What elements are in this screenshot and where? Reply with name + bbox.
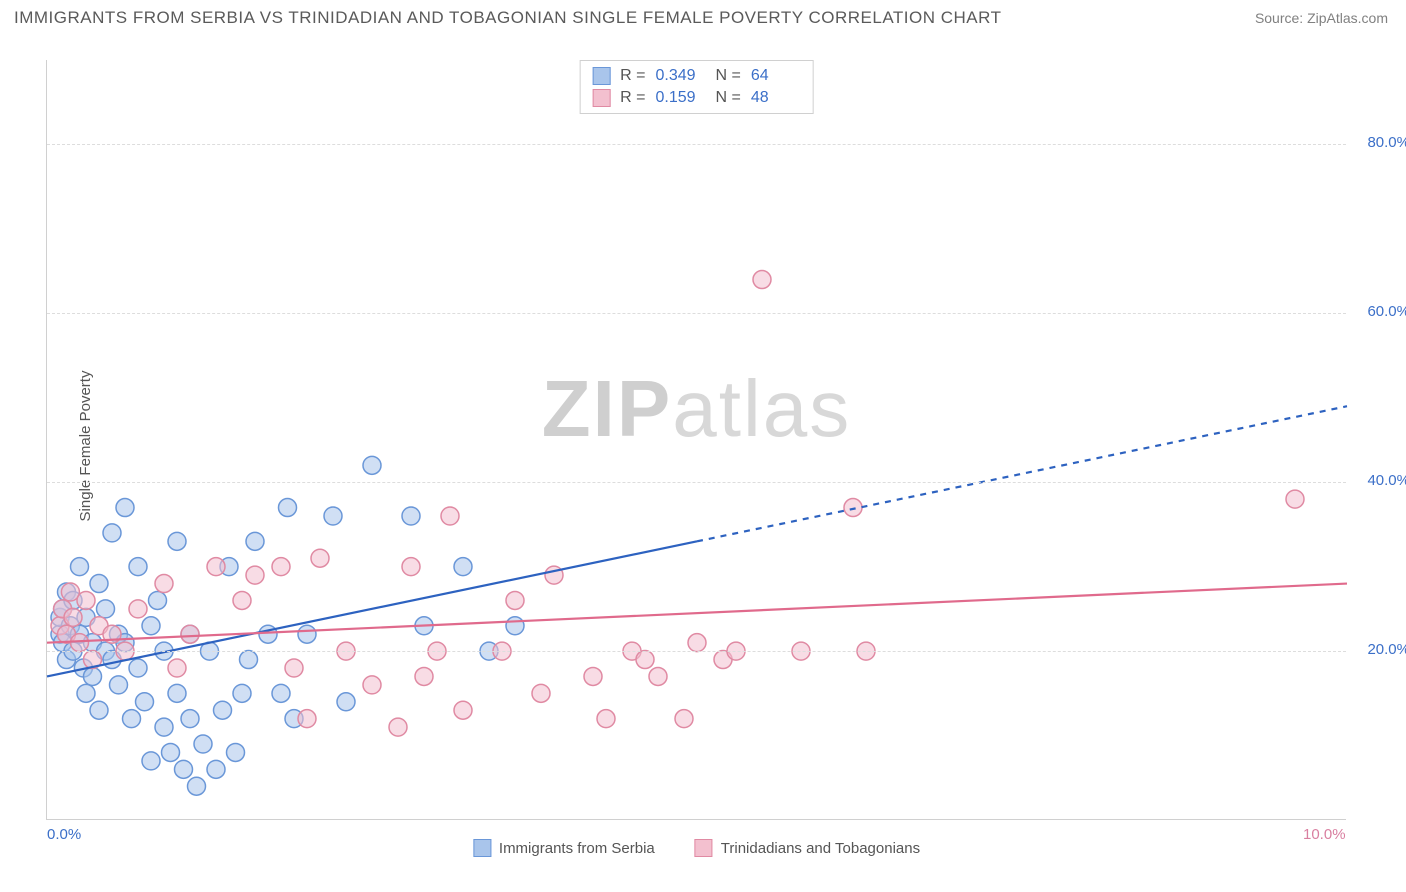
ytick-label: 40.0% [1367,472,1406,489]
gridline [47,313,1346,314]
legend-item-serbia: Immigrants from Serbia [473,839,655,857]
stats-swatch [592,67,610,85]
n-value: 48 [751,89,801,107]
bottom-legend: Immigrants from Serbia Trinidadians and … [473,839,920,857]
n-label: N = [716,67,741,85]
ytick-label: 20.0% [1367,641,1406,658]
r-value: 0.159 [656,89,706,107]
gridline [47,651,1346,652]
stats-legend: R = 0.349 N = 64 R = 0.159 N = 48 [579,60,814,114]
swatch-serbia [473,839,491,857]
xtick-label: 0.0% [47,826,81,843]
ytick-label: 60.0% [1367,303,1406,320]
legend-label-serbia: Immigrants from Serbia [499,840,655,857]
r-label: R = [620,67,645,85]
xtick-label: 10.0% [1303,826,1346,843]
swatch-trinidad [695,839,713,857]
stats-row: R = 0.349 N = 64 [592,65,801,87]
chart-title: IMMIGRANTS FROM SERBIA VS TRINIDADIAN AN… [14,8,1001,28]
gridline [47,144,1346,145]
stats-row: R = 0.159 N = 48 [592,87,801,109]
legend-label-trinidad: Trinidadians and Tobagonians [721,840,920,857]
r-label: R = [620,89,645,107]
source-label: Source: ZipAtlas.com [1255,10,1388,26]
stats-swatch [592,89,610,107]
n-label: N = [716,89,741,107]
legend-item-trinidad: Trinidadians and Tobagonians [695,839,920,857]
r-value: 0.349 [656,67,706,85]
chart-svg [47,60,1346,819]
gridline [47,482,1346,483]
plot-area: ZIPatlas R =0.349N =64R =0.159N =48 Immi… [46,60,1346,820]
ytick-label: 80.0% [1367,134,1406,151]
n-value: 64 [751,67,801,85]
